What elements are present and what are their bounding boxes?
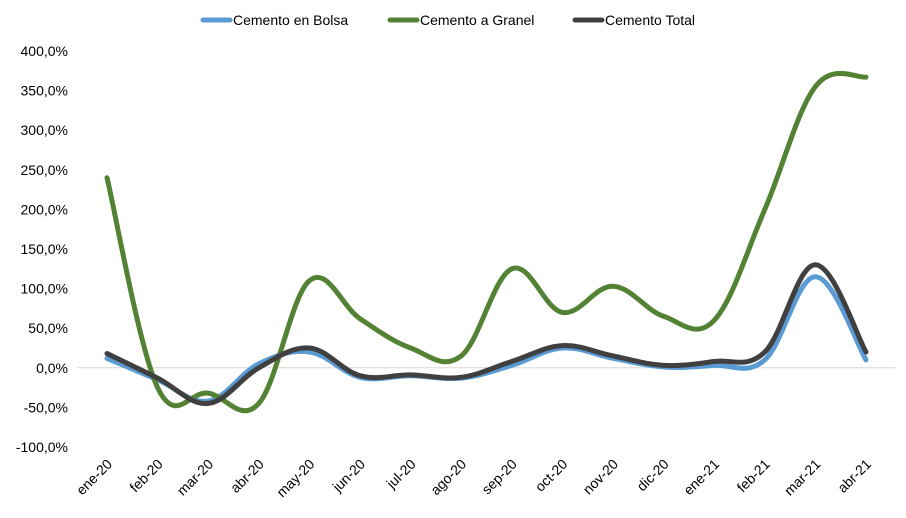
y-tick-label: 0,0%	[36, 360, 68, 376]
plot-area	[104, 70, 869, 414]
legend-label: Cemento a Granel	[420, 12, 534, 28]
x-tick-label: jul-20	[382, 456, 418, 492]
y-tick-label: 350,0%	[21, 83, 68, 99]
y-tick-label: 250,0%	[21, 162, 68, 178]
x-tick-label: oct-20	[532, 456, 571, 495]
x-tick-label: feb-21	[734, 456, 774, 496]
series-cemento-total-line	[104, 262, 869, 406]
x-tick-label: mar-20	[174, 456, 217, 499]
x-tick-label: jun-20	[329, 456, 369, 496]
x-tick-label: abr-21	[834, 456, 874, 496]
x-tick-label: sep-20	[478, 456, 520, 498]
y-tick-label: -100,0%	[16, 439, 68, 455]
x-tick-label: may-20	[273, 456, 317, 500]
legend: Cemento en Bolsa Cemento a Granel Cemento …	[200, 12, 695, 28]
legend-label: Cemento en Bolsa	[233, 12, 348, 28]
x-tick-label: feb-20	[126, 456, 166, 496]
legend-label: Cemento Total	[605, 12, 695, 28]
x-tick-label: nov-20	[580, 456, 622, 498]
y-tick-label: 200,0%	[21, 201, 68, 217]
y-axis: 400,0% 350,0% 300,0% 250,0% 200,0% 150,0% 100,…	[16, 43, 68, 455]
x-tick-label: ago-20	[427, 456, 469, 498]
y-tick-label: 300,0%	[21, 122, 68, 138]
x-tick-label: abr-20	[227, 456, 267, 496]
series-cemento-a-granel-line	[104, 70, 869, 414]
y-tick-label: 100,0%	[21, 281, 68, 297]
x-tick-label: ene-20	[73, 456, 115, 498]
x-tick-label: mar-21	[781, 456, 824, 499]
y-tick-label: 150,0%	[21, 241, 68, 257]
y-tick-label: 400,0%	[21, 43, 68, 59]
x-axis: ene-20 feb-20 mar-20 abr-20 may-20 jun-20 jul-…	[73, 456, 874, 500]
y-tick-label: -50,0%	[24, 399, 68, 415]
series-cemento-en-bolsa-line	[104, 274, 869, 404]
y-tick-label: 50,0%	[28, 320, 68, 336]
x-tick-label: dic-20	[633, 456, 671, 494]
x-tick-label: ene-21	[680, 456, 722, 498]
